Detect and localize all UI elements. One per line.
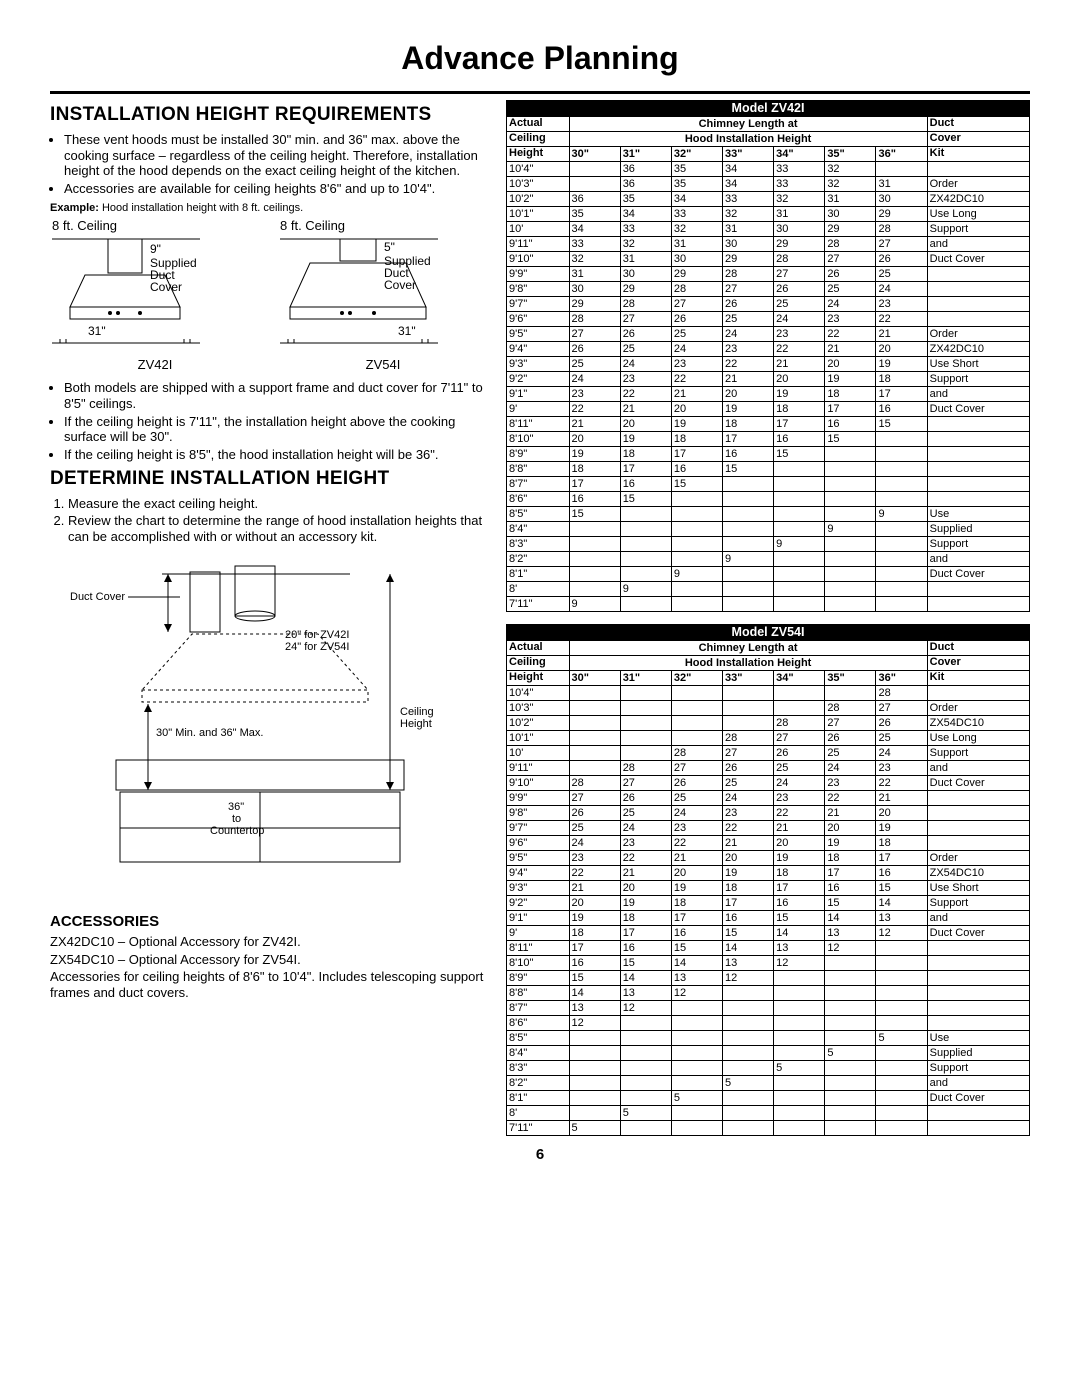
svg-text:30" Min. and 36" Max.: 30" Min. and 36" Max. <box>156 727 263 739</box>
example-line: Example: Hood installation height with 8… <box>50 202 488 214</box>
svg-text:Duct Cover: Duct Cover <box>70 591 125 603</box>
svg-text:36": 36" <box>228 801 244 813</box>
steps-list: Measure the exact ceiling height.Review … <box>50 496 488 544</box>
bullets-2: Both models are shipped with a support f… <box>50 380 488 462</box>
table-zv42: Model ZV42IActualChimney Length atDuctCe… <box>506 100 1030 612</box>
svg-text:Ceiling: Ceiling <box>400 706 434 718</box>
svg-text:Cover: Cover <box>150 280 182 294</box>
hood-diagram-zv54: 8 ft. Ceiling 5" Supplied Duct Cover 31" <box>278 218 488 372</box>
svg-text:9": 9" <box>150 242 161 256</box>
svg-text:to: to <box>232 813 241 825</box>
svg-text:20" for ZV42I: 20" for ZV42I <box>285 629 349 641</box>
bullets-1: These vent hoods must be installed 30" m… <box>50 132 488 196</box>
hood-diagram-zv42: 8 ft. Ceiling 9" Supplied Duct Cover <box>50 218 260 372</box>
page-title: Advance Planning <box>50 40 1030 77</box>
svg-text:Countertop: Countertop <box>210 825 264 837</box>
h-accessories: ACCESSORIES <box>50 913 488 930</box>
hr-top <box>50 91 1030 94</box>
svg-text:31": 31" <box>398 324 416 338</box>
svg-text:Cover: Cover <box>384 278 416 292</box>
accessories-text: ZX42DC10 – Optional Accessory for ZV42I.… <box>50 934 488 1000</box>
svg-text:31": 31" <box>88 324 106 338</box>
svg-text:5": 5" <box>384 240 395 254</box>
h-determine: DETERMINE INSTALLATION HEIGHT <box>50 468 488 490</box>
ceiling-height-diagram: Duct Cover 20" for ZV42I 24" for ZV54I C… <box>50 560 470 890</box>
svg-text:Height: Height <box>400 718 432 730</box>
page-number: 6 <box>50 1146 1030 1163</box>
table-zv54: Model ZV54IActualChimney Length atDuctCe… <box>506 624 1030 1136</box>
h-install-req: INSTALLATION HEIGHT REQUIREMENTS <box>50 104 488 126</box>
svg-text:24" for ZV54I: 24" for ZV54I <box>285 641 349 653</box>
